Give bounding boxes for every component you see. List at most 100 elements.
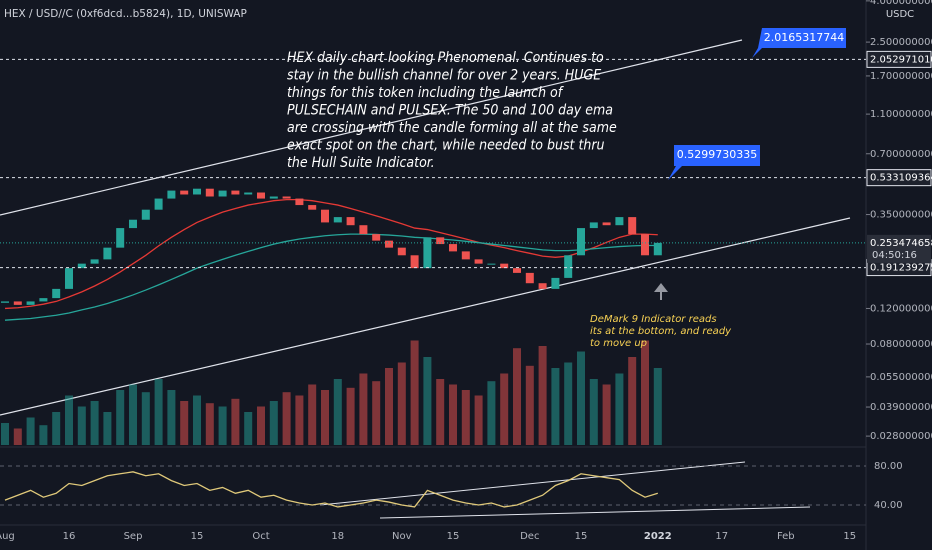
candle-body bbox=[180, 190, 189, 195]
volume-bar bbox=[641, 340, 649, 445]
x-tick-label: Nov bbox=[392, 531, 412, 542]
candle-body bbox=[154, 198, 163, 210]
x-tick-label: 17 bbox=[715, 531, 728, 542]
candle-body bbox=[538, 283, 547, 289]
volume-bar bbox=[461, 390, 470, 445]
annotation: DeMark 9 Indicator reads bbox=[590, 314, 717, 325]
x-tick-label: 16 bbox=[63, 531, 76, 542]
volume-bar bbox=[321, 390, 329, 445]
volume-bar bbox=[231, 398, 240, 445]
volume-bar bbox=[269, 401, 278, 445]
volume-bar bbox=[295, 395, 304, 445]
candle-body bbox=[487, 263, 496, 265]
x-tick-label: 15 bbox=[843, 531, 856, 542]
candle-body bbox=[26, 301, 35, 305]
volume-bar bbox=[218, 406, 227, 445]
candle-body bbox=[577, 228, 585, 256]
y-tick-label: 4.0000000000 bbox=[870, 0, 932, 7]
volume-bar bbox=[39, 425, 48, 445]
volume-bar bbox=[372, 381, 381, 445]
annotation: things for this token including the laun… bbox=[287, 85, 565, 101]
volume-bar bbox=[13, 428, 22, 445]
candle-body bbox=[551, 277, 560, 289]
volume-bar bbox=[180, 401, 189, 445]
volume-bar bbox=[397, 362, 406, 445]
candle-body bbox=[52, 288, 61, 299]
volume-bar bbox=[167, 390, 176, 445]
callout bbox=[668, 145, 760, 180]
arrow bbox=[654, 283, 668, 300]
candle-body bbox=[436, 237, 445, 245]
y-tick-label: 0.0800000000 bbox=[870, 339, 932, 350]
volume-bar bbox=[589, 379, 598, 445]
volume-bar bbox=[77, 406, 86, 445]
level-label: 2.0529710103 bbox=[870, 54, 932, 65]
x-tick-label: 15 bbox=[575, 531, 588, 542]
x-tick-label: Sep bbox=[124, 531, 143, 542]
volume-bar bbox=[141, 392, 150, 445]
candle-body bbox=[359, 225, 368, 235]
candle-body bbox=[372, 234, 381, 241]
candle-body bbox=[116, 228, 125, 248]
y-tick-label: 0.0390000000 bbox=[870, 402, 932, 413]
y-tick-label: 2.5000000000 bbox=[870, 37, 932, 48]
countdown: 04:50:16 bbox=[872, 250, 917, 261]
candle-body bbox=[346, 217, 355, 226]
candle-body bbox=[333, 217, 342, 223]
candle-body bbox=[385, 240, 393, 248]
candle-body bbox=[1, 301, 9, 303]
candle-body bbox=[615, 217, 624, 226]
annotation: stay in the bullish channel for over 2 y… bbox=[287, 68, 601, 84]
y-tick-label: 1.1000000000 bbox=[870, 109, 932, 120]
volume-bar bbox=[500, 373, 509, 445]
candle-body bbox=[77, 263, 86, 269]
ema-line bbox=[4, 233, 658, 321]
rsi-line bbox=[4, 471, 658, 508]
candle-body bbox=[269, 196, 278, 199]
x-tick-label: 15 bbox=[191, 531, 204, 542]
volume-bar bbox=[538, 346, 547, 445]
chart-title: HEX / USD//C (0xf6dcd...b5824), 1D, UNIS… bbox=[4, 8, 247, 20]
level-box bbox=[866, 169, 932, 187]
volume-bar bbox=[282, 392, 291, 445]
candle-body bbox=[500, 263, 509, 269]
volume-bar bbox=[653, 368, 662, 445]
volume-bar bbox=[436, 379, 445, 445]
x-tick-label: Oct bbox=[252, 531, 269, 542]
volume-bar bbox=[129, 384, 137, 445]
candle-body bbox=[513, 268, 521, 273]
candle-body bbox=[39, 298, 48, 302]
marks bbox=[0, 188, 866, 508]
candle-body bbox=[423, 237, 432, 269]
callout-text: 0.5299730335 bbox=[677, 148, 757, 161]
volume-bar bbox=[423, 357, 432, 445]
rsi-trend-upper bbox=[319, 461, 746, 506]
x-tick-label: 2022 bbox=[644, 531, 672, 542]
candle-body bbox=[461, 251, 470, 260]
candle-body bbox=[205, 188, 214, 197]
y-tick-label: 0.0280000000 bbox=[870, 431, 932, 442]
volume-bar bbox=[65, 395, 73, 445]
candle-body bbox=[218, 190, 227, 197]
candle-body bbox=[167, 190, 176, 199]
volume-bar bbox=[333, 379, 342, 445]
volume-bar bbox=[410, 340, 419, 445]
volume-bar bbox=[615, 373, 624, 445]
volume-bar bbox=[385, 368, 393, 445]
candle-body bbox=[564, 255, 573, 278]
candle-body bbox=[295, 198, 304, 206]
x-tick-label: Dec bbox=[520, 531, 539, 542]
candle-body bbox=[129, 219, 137, 229]
y-tick-label: 0.3500000000 bbox=[870, 210, 932, 221]
candle-body bbox=[474, 259, 483, 264]
candle-body bbox=[321, 209, 329, 223]
volume-bar bbox=[346, 387, 355, 445]
candle-body bbox=[449, 244, 457, 252]
annotation: are crossing with the candle forming all… bbox=[287, 120, 617, 136]
annotation: to move up bbox=[590, 338, 647, 349]
y-tick-label: 1.7000000000 bbox=[870, 71, 932, 82]
volume-bar bbox=[628, 357, 637, 445]
candle-body bbox=[13, 301, 22, 305]
rsi-tick-label: 40.00 bbox=[874, 500, 903, 511]
channel-upper bbox=[0, 39, 743, 216]
